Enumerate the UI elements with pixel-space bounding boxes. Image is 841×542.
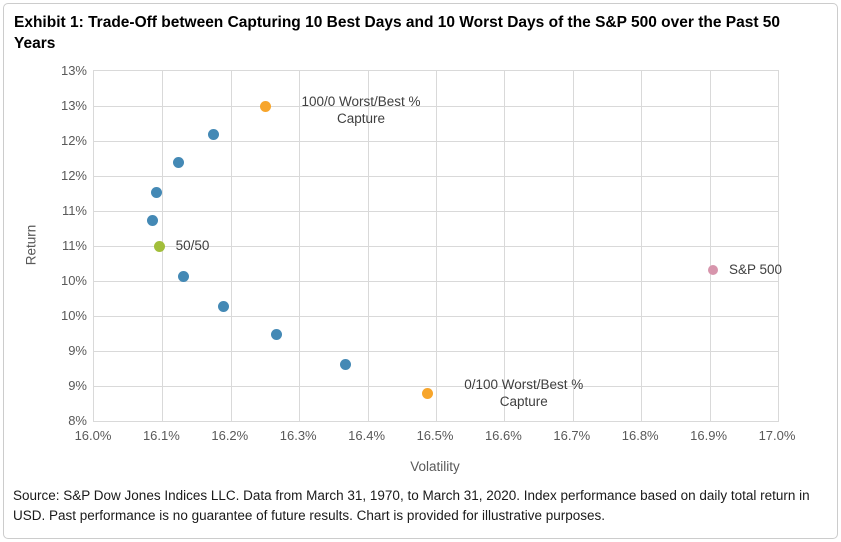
plot-area: 100/0 Worst/Best % Capture 50/50 0/100 Wors…	[93, 70, 782, 422]
x-tick-label: 16.1%	[142, 428, 180, 443]
x-tick-label: 16.5%	[416, 428, 454, 443]
scatter-point-sp	[708, 264, 719, 275]
x-tick-label: 16.6%	[484, 428, 522, 443]
horizontal-gridline	[94, 316, 778, 317]
scatter-point	[340, 358, 352, 370]
y-tick-label: 10%	[60, 308, 87, 323]
horizontal-gridline	[94, 106, 778, 107]
y-tick-label: 13%	[60, 63, 87, 78]
scatter-point-1000	[259, 100, 271, 112]
x-tick-label: 16.8%	[621, 428, 659, 443]
horizontal-gridline	[94, 141, 778, 142]
x-tick-label: 16.0%	[74, 428, 112, 443]
annotation-line: Capture	[336, 111, 386, 126]
data-label: S&P 500	[729, 261, 782, 278]
annotation-line: S&P 500	[729, 261, 783, 277]
y-tick-label: 9%	[68, 343, 87, 358]
annotation-line: 50/50	[175, 238, 210, 253]
x-tick-label: 16.9%	[690, 428, 728, 443]
y-tick-label: 10%	[60, 273, 87, 288]
source-note: Source: S&P Dow Jones Indices LLC. Data …	[13, 488, 810, 523]
x-tick-label: 17.0%	[758, 428, 796, 443]
exhibit-card: Exhibit 1: Trade-Off between Capturing 1…	[3, 3, 838, 539]
data-label: 50/50	[176, 237, 210, 254]
scatter-point	[172, 157, 184, 169]
scatter-point	[178, 271, 190, 283]
horizontal-gridline	[94, 386, 778, 387]
scatter-point	[271, 329, 283, 341]
horizontal-gridline	[94, 351, 778, 352]
y-tick-label: 11%	[61, 203, 87, 218]
scatter-point	[151, 186, 163, 198]
scatter-point-5050	[154, 240, 166, 252]
data-label: 0/100 Worst/Best % Capture	[442, 376, 606, 410]
x-tick-label: 16.2%	[211, 428, 249, 443]
horizontal-gridline	[94, 211, 778, 212]
x-tick-label: 16.3%	[279, 428, 317, 443]
horizontal-gridline	[94, 246, 778, 247]
scatter-point	[146, 214, 158, 226]
horizontal-gridline	[94, 281, 778, 282]
annotation-line: 0/100 Worst/Best %	[464, 377, 584, 392]
scatter-point	[217, 300, 229, 312]
annotation-line: 100/0 Worst/Best %	[301, 94, 421, 109]
chart-title: Exhibit 1: Trade-Off between Capturing 1…	[14, 14, 781, 52]
data-label: 100/0 Worst/Best % Capture	[279, 93, 443, 127]
y-tick-label: 8%	[68, 413, 87, 428]
y-tick-label: 9%	[68, 378, 87, 393]
x-tick-label: 16.4%	[348, 428, 386, 443]
y-tick-label: 12%	[60, 168, 87, 183]
y-tick-label: 12%	[60, 133, 87, 148]
x-axis-title: Volatility	[410, 459, 460, 474]
scatter-point-0100	[422, 387, 434, 399]
annotation-line: Capture	[499, 394, 548, 409]
y-tick-label: 13%	[60, 98, 87, 113]
x-tick-label: 16.7%	[553, 428, 591, 443]
y-tick-label: 11%	[61, 238, 87, 253]
horizontal-gridline	[94, 176, 778, 177]
scatter-point	[208, 129, 220, 141]
